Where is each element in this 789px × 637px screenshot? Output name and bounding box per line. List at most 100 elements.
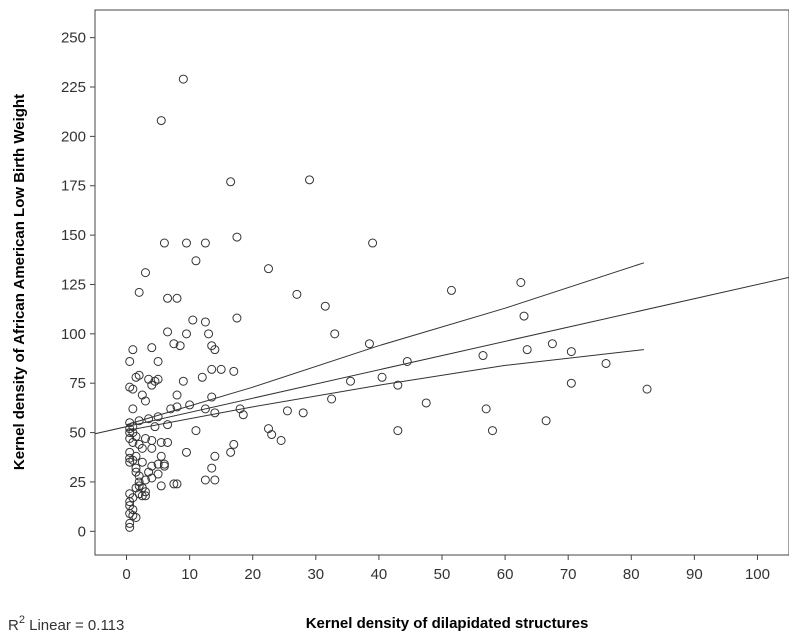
data-point (210, 345, 220, 355)
data-point (226, 177, 236, 187)
y-tick-label: 175 (61, 178, 86, 195)
data-point (276, 435, 286, 445)
fit-lines (94, 262, 789, 435)
data-point (166, 404, 176, 414)
plot-area (94, 9, 789, 556)
data-point (156, 437, 166, 447)
data-point (153, 459, 163, 469)
data-point (181, 447, 191, 457)
data-point (207, 392, 217, 402)
data-point (402, 356, 412, 366)
data-point (516, 278, 526, 287)
x-tick-label: 0 (122, 566, 130, 583)
data-point (393, 380, 403, 390)
data-point (137, 443, 147, 453)
data-point (229, 439, 239, 449)
x-tick-label: 30 (307, 566, 324, 583)
data-point (292, 289, 302, 299)
data-point (128, 455, 138, 465)
y-tick-label: 25 (69, 474, 86, 491)
data-point (377, 372, 387, 382)
data-point (267, 430, 277, 440)
y-tick-label: 200 (61, 128, 86, 145)
data-point (232, 232, 242, 242)
data-point (207, 364, 217, 374)
data-point (147, 380, 157, 390)
data-point (128, 404, 138, 414)
data-point (188, 315, 198, 325)
x-tick-label: 90 (686, 566, 703, 583)
data-point (185, 400, 195, 410)
data-point (229, 366, 239, 376)
data-point (163, 293, 173, 303)
data-point (346, 376, 356, 386)
x-tick-label: 80 (623, 566, 640, 583)
data-point (153, 356, 163, 366)
data-point (131, 432, 141, 442)
r2-value: Linear = 0.113 (25, 617, 124, 634)
data-point (159, 238, 169, 248)
r2-prefix: R (8, 617, 19, 634)
data-point (216, 364, 226, 374)
data-point (163, 327, 173, 337)
data-point (144, 414, 154, 424)
data-point (147, 443, 157, 453)
ci-upper-line (126, 262, 645, 426)
data-point (446, 285, 456, 295)
data-point (147, 343, 157, 353)
data-point (159, 459, 169, 469)
data-point (134, 416, 144, 426)
r2-superscript: 2 (19, 614, 25, 626)
data-point (368, 238, 378, 248)
data-point (200, 238, 210, 248)
data-point (320, 301, 330, 311)
data-point (519, 311, 529, 321)
data-point (478, 351, 488, 361)
data-point (156, 116, 166, 126)
data-point (131, 512, 141, 522)
data-point (298, 408, 308, 418)
data-point (172, 390, 182, 400)
data-point (172, 479, 182, 489)
data-point (137, 491, 147, 501)
data-point (150, 422, 160, 432)
data-point (147, 461, 157, 471)
data-point (178, 74, 188, 84)
data-point (330, 329, 340, 339)
ci-lower-line (126, 349, 644, 432)
data-point (200, 475, 210, 485)
data-point (156, 451, 166, 461)
data-point (200, 317, 210, 327)
data-point (153, 469, 163, 479)
data-point (210, 408, 220, 418)
data-point (131, 463, 141, 473)
x-tick-label: 40 (371, 566, 388, 583)
y-tick-label: 100 (61, 326, 86, 343)
x-tick-label: 50 (434, 566, 451, 583)
data-point (207, 463, 217, 473)
data-point (210, 451, 220, 461)
data-point (264, 264, 273, 274)
data-point (140, 268, 150, 278)
data-point (238, 410, 248, 420)
data-point (169, 479, 179, 489)
data-point (421, 398, 431, 408)
data-point (128, 345, 138, 355)
data-point (163, 420, 173, 430)
x-tick-label: 70 (560, 566, 577, 583)
data-point (140, 433, 150, 443)
data-point (210, 475, 220, 485)
y-tick-label: 150 (61, 227, 86, 244)
data-point (125, 356, 135, 366)
data-point (226, 447, 236, 457)
data-point (393, 426, 403, 436)
x-tick-label: 20 (244, 566, 261, 583)
data-point (169, 339, 179, 349)
data-point (140, 475, 150, 485)
data-point (487, 426, 497, 436)
data-point (566, 347, 576, 357)
data-point (140, 396, 150, 406)
data-point (232, 313, 242, 323)
data-point (134, 471, 144, 481)
data-point (134, 287, 144, 297)
